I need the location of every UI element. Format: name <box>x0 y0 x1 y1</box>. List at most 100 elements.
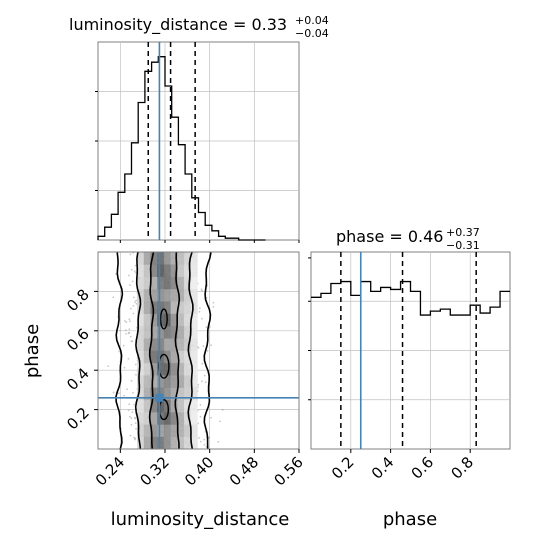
density-cell <box>150 350 158 364</box>
density-cell <box>163 362 171 376</box>
x-tick-label: 0.32 <box>136 453 172 489</box>
density-cell <box>163 412 171 425</box>
sample-point <box>212 306 215 308</box>
sample-point <box>131 280 134 283</box>
sample-point <box>134 438 136 441</box>
density-cell <box>150 387 158 401</box>
density-cell <box>190 338 198 351</box>
sample-point <box>209 326 212 328</box>
luminosity-distance-histogram-step <box>97 56 266 241</box>
density-cell <box>150 252 158 265</box>
density-cell <box>163 436 171 449</box>
sample-point <box>202 345 205 347</box>
density-cell <box>170 399 178 413</box>
density-cell <box>177 276 185 290</box>
phase-quantile-lines <box>340 252 477 449</box>
sample-point <box>199 307 201 310</box>
density-cell <box>183 399 191 413</box>
density-cell <box>157 252 165 265</box>
joint-truth-lines <box>98 252 299 449</box>
density-cell <box>157 325 165 339</box>
x-axis-label-phase: phase <box>383 509 437 530</box>
sample-point <box>123 394 125 397</box>
phase-histogram-xticks: 0.2 0.4 0.6 0.8 <box>328 449 477 483</box>
luminosity-distance-quantile-lines <box>147 42 196 240</box>
density-cell <box>157 362 165 376</box>
density-cell <box>183 325 191 339</box>
sample-point <box>129 415 131 418</box>
density-cell <box>177 375 185 388</box>
sample-point <box>133 270 136 273</box>
density-cell <box>190 375 198 388</box>
joint-posterior-panel: 0.24 0.32 0.40 0.48 0.56 0.2 0.4 0.6 0.8 <box>63 251 307 489</box>
sample-point <box>125 321 128 323</box>
density-cell <box>157 387 165 401</box>
density-cell <box>150 375 158 388</box>
sample-point <box>130 417 133 420</box>
density-cell <box>163 252 171 265</box>
contour-line <box>148 252 155 449</box>
density-cell <box>163 387 171 401</box>
density-cell <box>177 288 185 302</box>
density-cell <box>183 387 191 401</box>
sample-point <box>135 427 137 430</box>
sample-point <box>201 362 204 365</box>
sample-point <box>197 383 200 386</box>
sample-point <box>130 268 133 271</box>
density-cell <box>143 325 151 339</box>
sample-point <box>107 365 110 367</box>
sample-point <box>129 320 131 323</box>
sample-point <box>112 391 115 394</box>
density-cell <box>190 387 198 401</box>
sample-point <box>135 272 137 274</box>
sample-point <box>127 409 130 412</box>
density-cell <box>183 276 191 290</box>
density-cell <box>157 288 165 302</box>
sample-point <box>131 411 134 414</box>
density-cell <box>177 252 185 265</box>
sample-point <box>205 326 208 329</box>
x-tick-label: 0.56 <box>270 453 306 489</box>
density-cell <box>150 313 158 327</box>
sample-point <box>212 301 215 304</box>
sample-point <box>201 317 203 320</box>
density-cell <box>143 387 151 401</box>
density-cell <box>163 338 171 351</box>
sample-point <box>210 416 213 419</box>
density-cell <box>150 288 158 302</box>
phase-title-plus: +0.37 <box>446 226 480 239</box>
density-cell <box>150 399 158 413</box>
sample-point <box>130 307 132 310</box>
density-cell <box>163 325 171 339</box>
joint-x-ticks: 0.24 0.32 0.40 0.48 0.56 <box>92 449 307 489</box>
density-cell <box>143 436 151 449</box>
luminosity-distance-histogram-panel <box>95 41 300 243</box>
x-tick-label: 0.48 <box>226 453 262 489</box>
density-cell <box>143 399 151 413</box>
joint-panel-frame <box>97 251 300 450</box>
density-cell <box>143 350 151 364</box>
joint-panel-background <box>98 252 299 449</box>
density-cell <box>150 412 158 425</box>
density-cell <box>143 301 151 314</box>
sample-point <box>132 312 135 315</box>
x-tick-label: 0.40 <box>181 453 217 489</box>
y-axis-label-phase: phase <box>22 324 43 378</box>
sample-point <box>130 423 133 426</box>
density-cell <box>157 399 165 413</box>
density-cell <box>163 288 171 302</box>
density-cell <box>190 412 198 425</box>
density-cell <box>163 424 171 437</box>
sample-point <box>134 422 137 424</box>
density-cell <box>137 436 145 449</box>
density-cell <box>190 313 198 327</box>
sample-point <box>200 288 203 291</box>
density-cell <box>170 362 178 376</box>
density-cell <box>190 424 198 437</box>
sample-point <box>128 331 131 334</box>
density-cell <box>177 362 185 376</box>
sample-point <box>130 379 133 382</box>
density-cell <box>157 424 165 437</box>
sample-point <box>124 329 127 331</box>
density-cell <box>137 424 145 437</box>
